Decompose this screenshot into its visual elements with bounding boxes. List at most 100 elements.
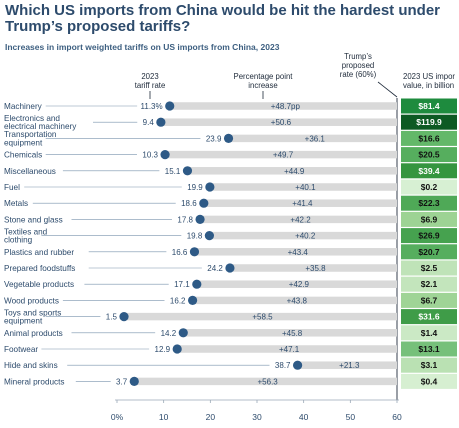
import-value-cell [401, 341, 457, 357]
tariff-rate-dot [188, 295, 198, 305]
import-value-cell [401, 228, 457, 244]
increase-label: +40.2 [295, 232, 316, 241]
category-label: Fuel [4, 183, 20, 192]
header-increase-line2: increase [248, 81, 277, 90]
increase-label: +42.2 [290, 215, 311, 224]
import-value-label: $39.4 [418, 166, 440, 176]
header-proposed-line1: Trump’s [344, 52, 372, 61]
tariff-rate-dot [172, 344, 182, 354]
increase-bar [160, 118, 397, 126]
category-label: Stone and glass [4, 215, 63, 224]
tariff-rate-dot [225, 263, 235, 273]
header-proposed-line2: proposed [342, 61, 375, 70]
header-increase-line1: Percentage point [234, 72, 294, 81]
tariff-rate-dot [160, 150, 170, 160]
increase-label: +50.6 [271, 118, 292, 127]
increase-bar [200, 215, 397, 224]
import-value-cell [401, 98, 457, 114]
tariff-rate-dot [182, 166, 193, 176]
category-label: Mineral products [4, 377, 65, 386]
category-label: Hide and skins [4, 361, 58, 370]
import-value-cell [401, 309, 457, 325]
import-value-cell [401, 179, 457, 195]
header-value-line1: 2023 US impor [403, 72, 455, 81]
increase-label: +44.9 [284, 167, 305, 176]
tariff-rate-label: 11.3% [141, 102, 163, 111]
category-label: Vegetable products [4, 280, 74, 289]
import-value-label: $2.1 [421, 279, 438, 289]
increase-label: +45.8 [282, 329, 303, 338]
increase-bar [192, 296, 397, 305]
header-proposed-tick [377, 81, 398, 98]
import-value-label: $20.5 [418, 150, 440, 160]
tariff-rate-dot [293, 360, 303, 370]
x-tick-label: 30 [252, 412, 262, 422]
increase-bar [228, 134, 397, 143]
x-axis: 0% 10 20 30 40 50 60 [111, 399, 402, 422]
increase-bars: +48.7pp +50.6 +36.1 +49.7 +44.9 +40.1 +41.4 +42… [124, 102, 397, 386]
import-value-cell [401, 292, 457, 308]
increase-label: +41.4 [292, 199, 313, 208]
x-tick-label: 0% [111, 412, 124, 422]
import-value-column: $81.4 $119.9 $16.6 $20.5 $39.4 $0.2 $22.3 $6.9 $… [401, 98, 457, 389]
chart-subtitle: Increases in import weighted tariffs on … [5, 42, 280, 52]
import-value-label: $22.3 [418, 198, 440, 208]
tariff-rate-dot [178, 328, 188, 338]
tariff-rate-label: 16.2 [170, 296, 186, 305]
increase-bar [134, 377, 397, 386]
tariff-rate-label: 16.6 [172, 248, 188, 257]
tariff-rate-dot [129, 376, 139, 386]
row-leader-lines [24, 105, 270, 382]
tariff-rate-label: 3.7 [116, 377, 128, 386]
increase-label: +36.1 [305, 134, 326, 143]
increase-bar [165, 150, 397, 159]
import-value-label: $6.9 [421, 214, 438, 224]
import-value-cell [401, 276, 457, 292]
increase-label: +49.7 [273, 151, 294, 160]
header-tariff-rate-line2: tariff rate [135, 81, 166, 90]
tariff-rate-label: 15.1 [165, 167, 181, 176]
category-label: Prepared foodstuffs [4, 264, 75, 273]
increase-bar [196, 280, 397, 288]
tariff-rate-dot [119, 312, 129, 322]
tariff-rate-label: 19.9 [187, 183, 203, 192]
tariff-rate-label: 10.3 [142, 151, 158, 160]
import-value-cell [401, 130, 457, 146]
import-value-cell [401, 244, 457, 260]
import-value-label: $6.7 [421, 295, 438, 305]
import-value-label: $20.7 [418, 247, 440, 257]
category-label: Animal products [4, 329, 63, 338]
tariff-rate-dot [223, 133, 234, 143]
category-label-line1: Transportation [4, 130, 57, 139]
category-label: Miscellaneous [4, 167, 56, 176]
increase-label: +43.4 [288, 248, 309, 257]
import-value-label: $81.4 [418, 101, 440, 111]
tariff-rate-label: 19.8 [187, 232, 203, 241]
increase-bar [183, 329, 397, 337]
category-label-line2: clothing [4, 236, 33, 245]
increase-label: +21.3 [339, 361, 360, 370]
tariff-rate-label: 9.4 [143, 118, 155, 127]
increase-bar [177, 345, 397, 353]
category-label-line2: electrical machinery [4, 122, 77, 131]
import-value-cell [401, 260, 457, 276]
tariff-rate-label: 23.9 [206, 134, 222, 143]
category-label-line2: equipment [4, 138, 43, 147]
increase-bar [124, 312, 397, 321]
import-value-label: $26.9 [418, 231, 440, 241]
category-label-line1: Electronics and [4, 114, 60, 123]
increase-bar [209, 183, 397, 191]
increase-bar [169, 102, 397, 110]
import-value-label: $2.5 [421, 263, 438, 273]
increase-bar [229, 264, 397, 272]
category-label: Wood products [4, 296, 59, 305]
tariff-rate-dot [205, 182, 215, 192]
import-value-label: $0.2 [421, 182, 438, 192]
import-value-label: $1.4 [421, 328, 438, 338]
header-proposed-line3: rate (60%) [340, 70, 377, 79]
tariff-rate-dot [192, 279, 202, 289]
tariff-rate-dot [195, 214, 205, 224]
tariff-rate-label: 12.9 [155, 345, 171, 354]
x-tick-label: 20 [206, 412, 216, 422]
